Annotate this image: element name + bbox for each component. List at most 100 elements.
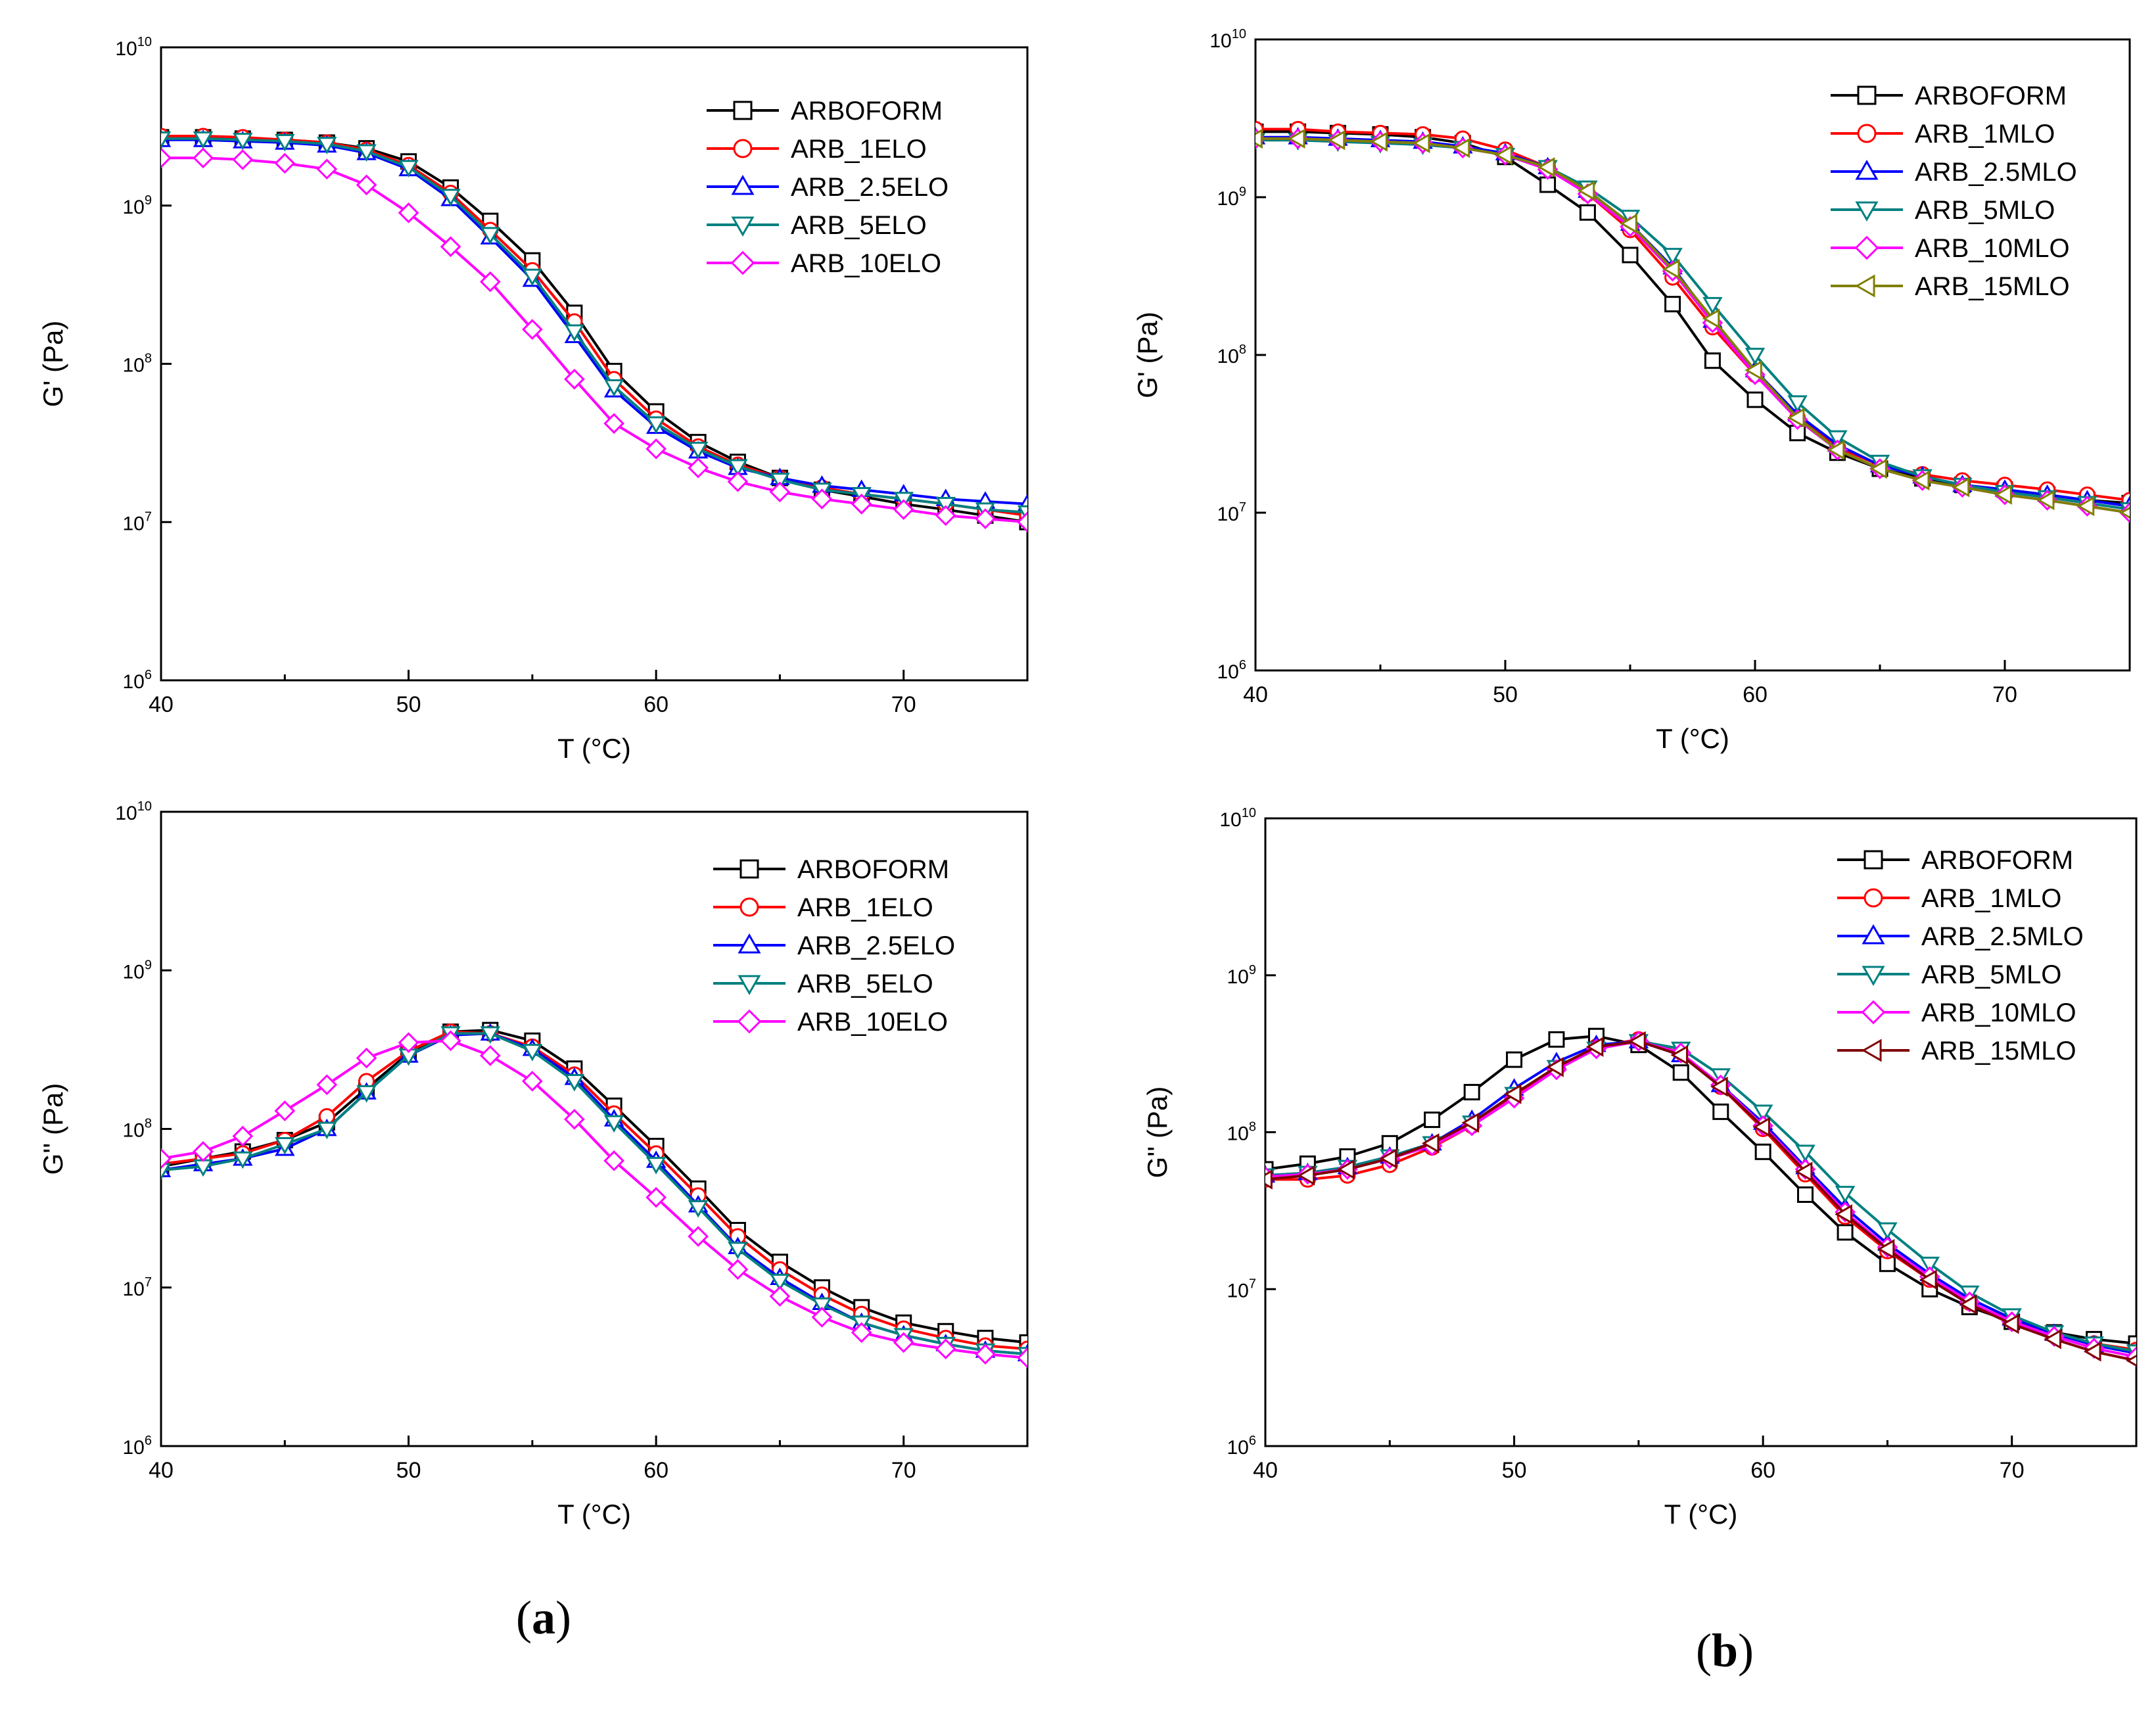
data-point (274, 1100, 296, 1121)
legend-marker (1862, 1039, 1882, 1062)
data-point (2036, 490, 2055, 511)
data-point (232, 1125, 254, 1147)
data-point (1017, 511, 1027, 533)
y-tick-label: 1010 (115, 35, 152, 60)
y-tick-label: 109 (123, 193, 152, 218)
legend-marker (1861, 1000, 1886, 1025)
data-point (975, 508, 996, 530)
data-point (1412, 133, 1430, 154)
legend-marker (1862, 924, 1885, 945)
data-point (1797, 1186, 1814, 1204)
legend-marker (1855, 160, 1879, 180)
data-point (2119, 506, 2130, 519)
data-point (1662, 248, 1683, 266)
data-point (317, 137, 337, 154)
chart-a-storage-modulus: 40 50 60 70 106 107 108 109 1010 T (°C) G' (Pa) ARB… (37, 35, 1029, 764)
data-point (1712, 1103, 1729, 1120)
y-tick-label: 106 (123, 668, 152, 693)
y-tick-label: 106 (1227, 1434, 1257, 1459)
x-tick-label: 70 (1992, 682, 2017, 707)
data-point (1265, 1169, 1273, 1190)
data-point (1622, 246, 1639, 264)
data-point (1754, 1143, 1771, 1160)
legend-label: ARBOFORM (1921, 846, 2073, 875)
legend-label: ARB_10MLO (1921, 998, 2076, 1027)
legend-label: ARBOFORM (797, 855, 949, 884)
y-tick-label: 107 (123, 1275, 152, 1300)
data-point (603, 379, 624, 397)
legend-marker (737, 1009, 762, 1034)
data-point (645, 1157, 667, 1175)
data-point (480, 227, 501, 245)
data-point (812, 1297, 832, 1315)
data-point (1287, 128, 1305, 149)
data-point (1959, 1294, 1977, 1315)
data-point (893, 499, 914, 521)
data-point (851, 1322, 872, 1344)
x-tick-label: 50 (1493, 682, 1518, 707)
data-point (688, 1226, 709, 1247)
data-point (1670, 1044, 1689, 1065)
data-point (479, 1045, 501, 1066)
data-point (1787, 408, 1805, 428)
data-point (645, 1186, 667, 1208)
legend-label: ARB_1ELO (791, 135, 927, 164)
legend-marker (1863, 888, 1883, 908)
data-point (356, 144, 377, 162)
data-point (1919, 1256, 1940, 1275)
data-point (935, 505, 956, 527)
data-point (232, 149, 254, 170)
legend-label: ARB_15MLO (1921, 1037, 2076, 1065)
data-point (1919, 1269, 1937, 1290)
data-point (522, 268, 543, 287)
data-point (1877, 1239, 1895, 1259)
y-tick-label: 109 (123, 958, 152, 983)
data-point (770, 473, 790, 490)
x-tick-label: 60 (1750, 1458, 1775, 1483)
series-line (1255, 130, 2130, 505)
x-tick-label: 60 (1743, 682, 1768, 707)
y-tick-label: 106 (1217, 658, 1247, 683)
data-point (1548, 1031, 1565, 1048)
data-point (564, 324, 585, 342)
data-point (1424, 1112, 1441, 1129)
data-point (769, 481, 791, 503)
legend-marker (738, 975, 761, 995)
series-group (161, 128, 1027, 533)
x-axis-label: T (°C) (1656, 723, 1729, 754)
legend: ARBOFORM ARB_1ELO ARB_2.5ELO ARB_5ELO ARB_10… (713, 855, 955, 1037)
y-tick-label: 1010 (1219, 806, 1256, 831)
series-line (1255, 137, 2130, 514)
series-line (1265, 1040, 2136, 1353)
legend-label: ARB_2.5ELO (791, 173, 949, 202)
legend-label: ARB_2.5MLO (1921, 922, 2084, 951)
legend-marker (1857, 85, 1877, 105)
series-line (1255, 139, 2130, 511)
data-point (1704, 352, 1721, 369)
data-point (317, 1121, 337, 1140)
data-point (1702, 296, 1723, 315)
data-point (770, 1273, 790, 1292)
x-tick-label: 50 (396, 1458, 421, 1483)
data-point (2076, 496, 2095, 517)
series-group (1265, 1027, 2136, 1368)
series-line (161, 1030, 1027, 1351)
legend-label: ARB_10MLO (1915, 234, 2070, 263)
data-point (440, 1030, 461, 1052)
data-point (1837, 1224, 1854, 1241)
data-point (1017, 1347, 1027, 1369)
data-point (1911, 470, 1930, 491)
data-point (1628, 1031, 1646, 1052)
x-axis-label: T (°C) (557, 733, 631, 764)
chart-b-storage-modulus: 40 50 60 70 106 107 108 109 1010 T (°C) G' (Pa) ARB… (1132, 27, 2131, 754)
legend-label: ARB_10ELO (797, 1008, 948, 1037)
y-axis-label: G'' (Pa) (37, 1083, 68, 1175)
y-tick-label: 109 (1217, 185, 1247, 210)
y-tick-label: 106 (123, 1434, 152, 1459)
x-tick-label: 70 (2000, 1458, 2025, 1483)
data-point (688, 1200, 709, 1218)
data-point (1503, 1084, 1522, 1104)
data-point (727, 471, 749, 492)
data-point (1994, 484, 2012, 505)
data-point (356, 174, 377, 196)
